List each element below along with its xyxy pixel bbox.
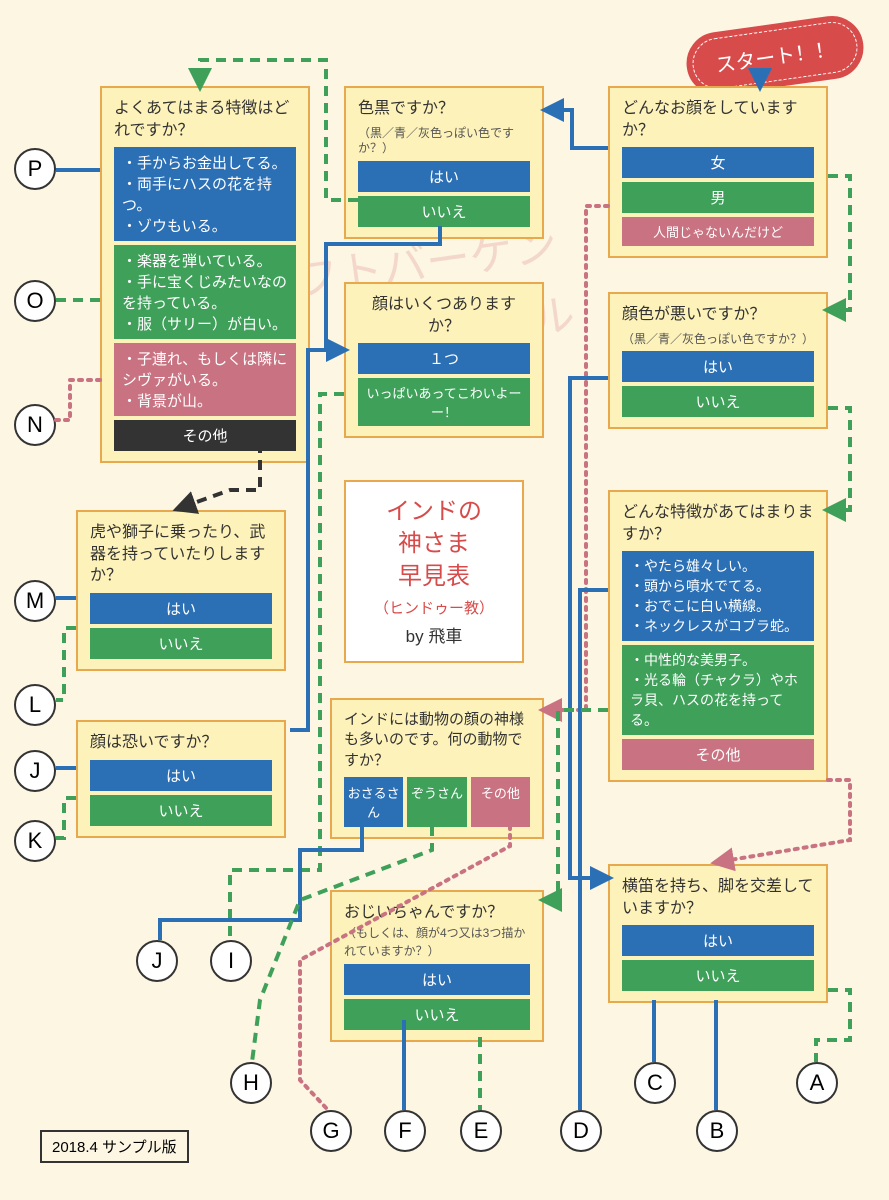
box-animal: インドには動物の顔の神様も多いのです。何の動物ですか？ おさるさん ぞうさん そ… xyxy=(330,698,544,839)
start-badge: スタート！！ xyxy=(689,19,860,93)
q-animal: インドには動物の顔の神様も多いのです。何の動物ですか？ xyxy=(344,710,530,771)
letter-A: A xyxy=(796,1062,838,1104)
letter-E: E xyxy=(460,1110,502,1152)
letter-K: K xyxy=(14,820,56,862)
q-face: どんなお顔をしていますか？ xyxy=(622,98,814,141)
letter-I: I xyxy=(210,940,252,982)
opt-traits-other[interactable]: その他 xyxy=(622,739,814,770)
opt-animal-other[interactable]: その他 xyxy=(471,777,530,827)
sub-grandpa: （もしくは、顔が4つ又は3つ描かれていますか？） xyxy=(344,926,525,958)
q-features: よくあてはまる特徴はどれですか？ xyxy=(114,98,296,141)
opt-faces-many[interactable]: いっぱいあってこわいよーー！ xyxy=(358,378,530,426)
letter-N: N xyxy=(14,404,56,446)
opt-features-pink[interactable]: 子連れ、もしくは隣にシヴァがいる。 背景が山。 xyxy=(114,343,296,416)
opt-flute-no[interactable]: いいえ xyxy=(622,960,814,991)
box-traits: どんな特徴があてはまりますか？ やたら雄々しい。 頭から噴水でてる。 おでこに白… xyxy=(608,490,828,782)
box-darkskin: 色黒ですか？ （黒／青／灰色っぽい色ですか？） はい いいえ xyxy=(344,86,544,239)
q-traits: どんな特徴があてはまりますか？ xyxy=(622,502,814,545)
q-flute: 横笛を持ち、脚を交差していますか？ xyxy=(622,876,814,919)
title-paren: （ヒンドゥー教） xyxy=(364,597,504,618)
opt-features-blue[interactable]: 手からお金出してる。 両手にハスの花を持つ。 ゾウもいる。 xyxy=(114,147,296,241)
opt-face-male[interactable]: 男 xyxy=(622,182,814,213)
box-howmanyfaces: 顔はいくつありますか？ １つ いっぱいあってこわいよーー！ xyxy=(344,282,544,438)
letter-F: F xyxy=(384,1110,426,1152)
opt-sickly-yes[interactable]: はい xyxy=(622,351,814,382)
letter-G: G xyxy=(310,1110,352,1152)
letter-D: D xyxy=(560,1110,602,1152)
sub-darkskin: （黒／青／灰色っぽい色ですか？） xyxy=(358,126,530,157)
opt-grandpa-no[interactable]: いいえ xyxy=(344,999,530,1030)
opt-faces-one[interactable]: １つ xyxy=(358,343,530,374)
title-line1: インドの xyxy=(364,496,504,528)
box-face: どんなお顔をしていますか？ 女 男 人間じゃないんだけど xyxy=(608,86,828,258)
sub-sickly: （黒／青／灰色っぽい色ですか？） xyxy=(622,332,814,348)
box-features: よくあてはまる特徴はどれですか？ 手からお金出してる。 両手にハスの花を持つ。 … xyxy=(100,86,310,463)
title-line2: 神さま xyxy=(364,528,504,560)
q-tiger: 虎や獅子に乗ったり、武器を持っていたりしますか？ xyxy=(90,522,272,587)
opt-scary-yes[interactable]: はい xyxy=(90,760,272,791)
opt-traits-blue[interactable]: やたら雄々しい。 頭から噴水でてる。 おでこに白い横線。 ネックレスがコブラ蛇。 xyxy=(622,551,814,641)
q-darkskin: 色黒ですか？ xyxy=(358,98,530,120)
title-line3: 早見表 xyxy=(364,561,504,593)
letter-J-upper: J xyxy=(14,750,56,792)
opt-flute-yes[interactable]: はい xyxy=(622,925,814,956)
q-grandpa: おじいちゃんですか？ xyxy=(344,904,503,921)
opt-scary-no[interactable]: いいえ xyxy=(90,795,272,826)
opt-sickly-no[interactable]: いいえ xyxy=(622,386,814,417)
letter-P: P xyxy=(14,148,56,190)
letter-B: B xyxy=(696,1110,738,1152)
letter-O: O xyxy=(14,280,56,322)
opt-animal-monkey[interactable]: おさるさん xyxy=(344,777,403,827)
q-sickly: 顔色が悪いですか？ xyxy=(622,304,814,326)
letter-C: C xyxy=(634,1062,676,1104)
opt-tiger-no[interactable]: いいえ xyxy=(90,628,272,659)
box-sickly: 顔色が悪いですか？ （黒／青／灰色っぽい色ですか？） はい いいえ xyxy=(608,292,828,429)
opt-face-nonhuman[interactable]: 人間じゃないんだけど xyxy=(622,217,814,246)
opt-features-other[interactable]: その他 xyxy=(114,420,296,451)
letter-L: L xyxy=(14,684,56,726)
opt-tiger-yes[interactable]: はい xyxy=(90,593,272,624)
opt-traits-green[interactable]: 中性的な美男子。 光る輪（チャクラ）やホラ貝、ハスの花を持ってる。 xyxy=(622,645,814,735)
box-tiger: 虎や獅子に乗ったり、武器を持っていたりしますか？ はい いいえ xyxy=(76,510,286,671)
opt-darkskin-no[interactable]: いいえ xyxy=(358,196,530,227)
box-grandpa: おじいちゃんですか？ （もしくは、顔が4つ又は3つ描かれていますか？） はい い… xyxy=(330,890,544,1042)
title-by: by 飛車 xyxy=(364,622,504,647)
opt-animal-elephant[interactable]: ぞうさん xyxy=(407,777,466,827)
q-howmanyfaces: 顔はいくつありますか？ xyxy=(358,294,530,337)
opt-features-green[interactable]: 楽器を弾いている。 手に宝くじみたいなのを持っている。 服（サリー）が白い。 xyxy=(114,245,296,339)
letter-M: M xyxy=(14,580,56,622)
letter-H: H xyxy=(230,1062,272,1104)
opt-darkskin-yes[interactable]: はい xyxy=(358,161,530,192)
title-box: インドの 神さま 早見表 （ヒンドゥー教） by 飛車 xyxy=(344,480,524,663)
box-scary: 顔は恐いですか？ はい いいえ xyxy=(76,720,286,838)
letter-J-lower: J xyxy=(136,940,178,982)
q-scary: 顔は恐いですか？ xyxy=(90,732,272,754)
footer-label: 2018.4 サンプル版 xyxy=(40,1130,189,1163)
opt-face-female[interactable]: 女 xyxy=(622,147,814,178)
box-flute: 横笛を持ち、脚を交差していますか？ はい いいえ xyxy=(608,864,828,1003)
opt-grandpa-yes[interactable]: はい xyxy=(344,964,530,995)
